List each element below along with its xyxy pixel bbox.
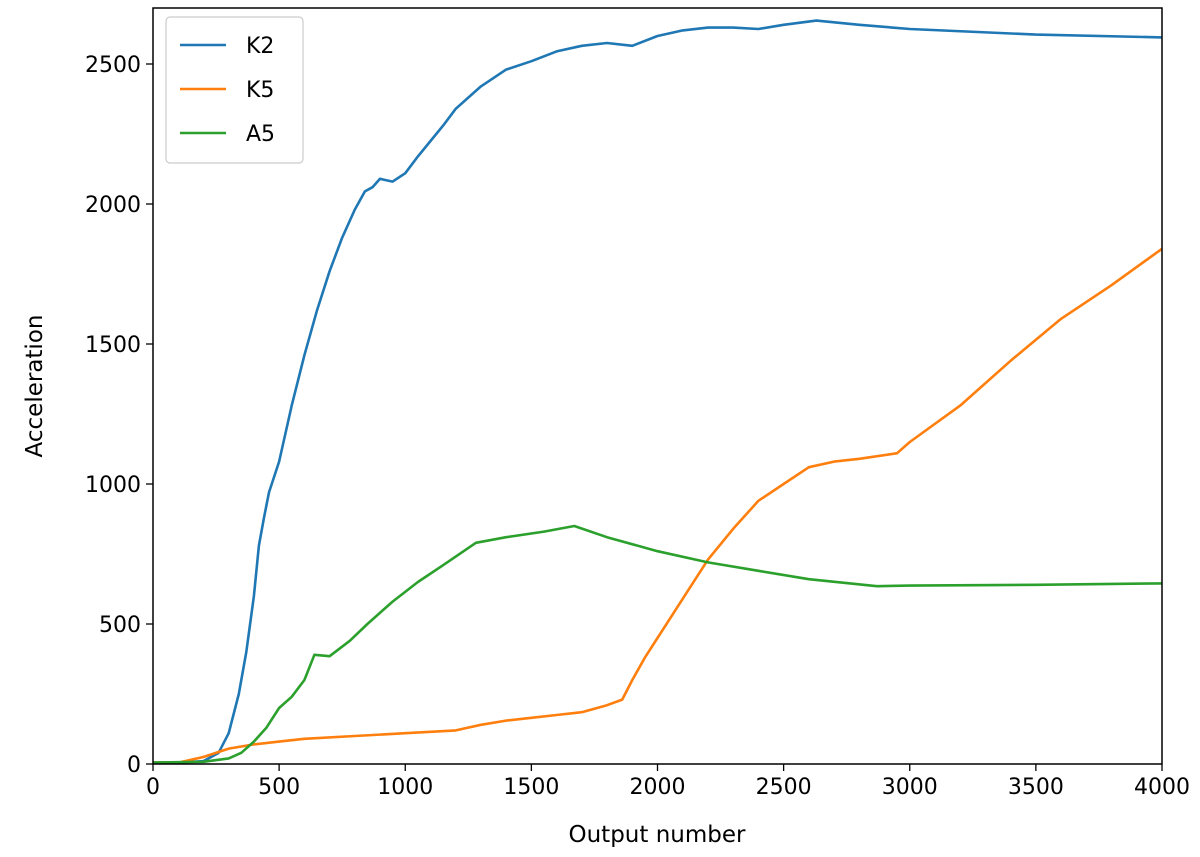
x-tick-label: 1500 — [503, 775, 559, 800]
plot-frame — [152, 7, 1163, 765]
y-tick-label: 1000 — [85, 473, 141, 498]
y-axis-label: Acceleration — [22, 315, 48, 458]
x-axis: 0 500 1000 1500 2000 2500 3000 3500 4000 — [146, 764, 1190, 800]
series-line-k2 — [153, 19, 1162, 764]
x-tick-label: 2500 — [756, 775, 812, 800]
series-line-k5 — [153, 247, 1162, 764]
series-line-a5 — [153, 524, 1162, 764]
y-tick-label: 500 — [99, 613, 141, 638]
y-tick-label: 2000 — [85, 193, 141, 218]
y-tick-label: 1500 — [85, 333, 141, 358]
y-axis: 0 500 1000 1500 2000 2500 — [85, 53, 153, 778]
x-tick-label: 1000 — [377, 775, 433, 800]
legend-box — [165, 16, 304, 164]
legend: K2 K5 A5 — [165, 16, 304, 164]
y-tick-label: 2500 — [85, 53, 141, 78]
x-tick-label: 4000 — [1134, 775, 1190, 800]
y-tick-label: 0 — [127, 753, 141, 778]
x-tick-label: 500 — [258, 775, 300, 800]
legend-label-k2: K2 — [246, 34, 274, 59]
legend-label-a5: A5 — [246, 122, 275, 147]
x-tick-label: 3000 — [882, 775, 938, 800]
x-axis-label: Output number — [569, 822, 747, 848]
legend-label-k5: K5 — [246, 78, 274, 103]
series-layer — [153, 19, 1162, 764]
x-tick-label: 2000 — [630, 775, 686, 800]
x-tick-label: 0 — [146, 775, 160, 800]
x-tick-label: 3500 — [1008, 775, 1064, 800]
